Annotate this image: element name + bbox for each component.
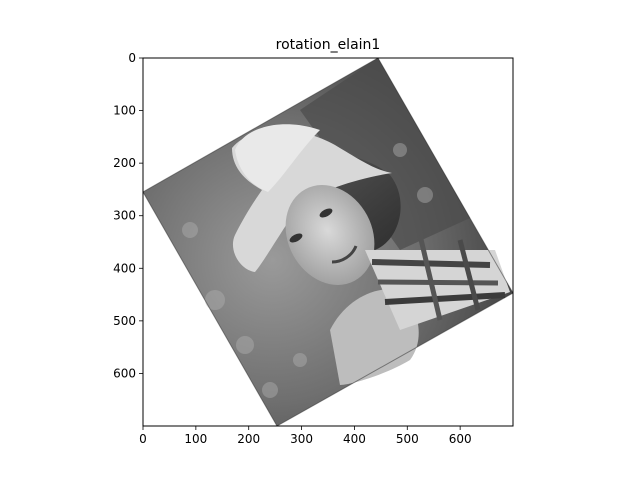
photo-foliage bbox=[300, 58, 470, 250]
photo-outline bbox=[143, 58, 513, 426]
x-tick-label: 300 bbox=[290, 432, 313, 446]
y-tick-label: 100 bbox=[113, 104, 136, 118]
x-axis: 0 100 200 300 400 500 600 bbox=[139, 426, 472, 446]
y-tick-label: 600 bbox=[113, 366, 136, 380]
x-tick-label: 500 bbox=[396, 432, 419, 446]
photo-bokeh bbox=[182, 143, 433, 398]
photo-face bbox=[285, 185, 375, 285]
photo-eye-right bbox=[319, 208, 333, 218]
photo-scarf bbox=[365, 234, 510, 330]
photo-eye-left bbox=[289, 233, 303, 243]
y-tick-label: 0 bbox=[128, 51, 136, 65]
y-axis: 0 100 200 300 400 500 600 bbox=[113, 51, 143, 380]
y-tick-label: 400 bbox=[113, 261, 136, 275]
rotated-photo bbox=[143, 58, 513, 426]
chart-title: rotation_elain1 bbox=[276, 37, 381, 53]
x-tick-label: 100 bbox=[184, 432, 207, 446]
photo-hat-crown bbox=[235, 124, 320, 192]
y-tick-label: 200 bbox=[113, 156, 136, 170]
x-tick-label: 400 bbox=[343, 432, 366, 446]
y-tick-label: 300 bbox=[113, 209, 136, 223]
y-tick-label: 500 bbox=[113, 314, 136, 328]
x-tick-label: 0 bbox=[139, 432, 147, 446]
axes-frame bbox=[142, 57, 514, 427]
x-tick-label: 200 bbox=[237, 432, 260, 446]
photo-mouth bbox=[331, 245, 358, 264]
x-tick-label: 600 bbox=[449, 432, 472, 446]
